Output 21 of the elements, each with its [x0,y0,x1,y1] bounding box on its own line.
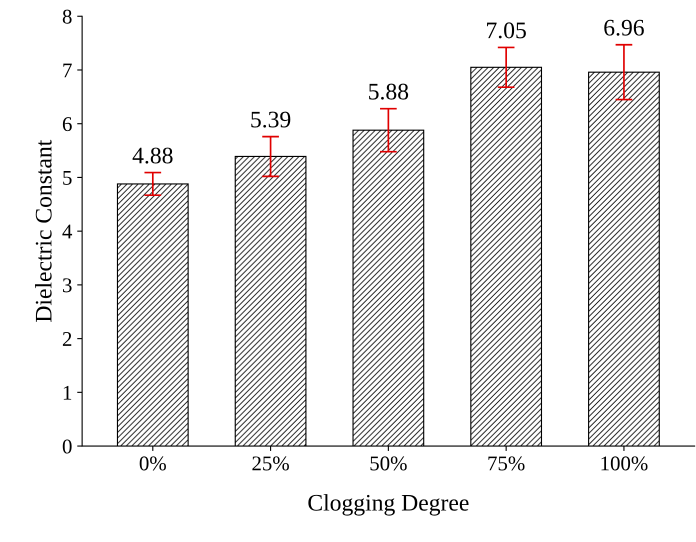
y-tick-label: 6 [62,117,72,132]
x-axis-title: Clogging Degree [308,494,469,516]
x-tick-label: 75% [488,456,525,471]
x-tick-label: 100% [601,456,648,471]
data-label: 5.88 [369,84,408,100]
y-tick-label: 2 [62,332,72,346]
y-tick-label: 8 [62,10,72,24]
x-tick-label: 25% [252,456,289,471]
data-label: 7.05 [487,22,526,38]
data-label: 5.39 [251,112,290,128]
data-label: 6.96 [604,20,644,36]
y-tick-label: 7 [63,64,72,78]
data-label: 4.88 [132,148,173,164]
y-tick-label: 5 [63,171,72,185]
y-tick-label: 1 [64,386,72,400]
x-tick-label: 0% [140,456,166,471]
y-axis-title: Dielectric Constant [35,140,52,322]
y-tick-label: 0 [62,439,72,454]
x-tick-label: 50% [370,456,407,471]
y-tick-label: 3 [62,278,72,292]
y-tick-label: 4 [62,224,72,238]
